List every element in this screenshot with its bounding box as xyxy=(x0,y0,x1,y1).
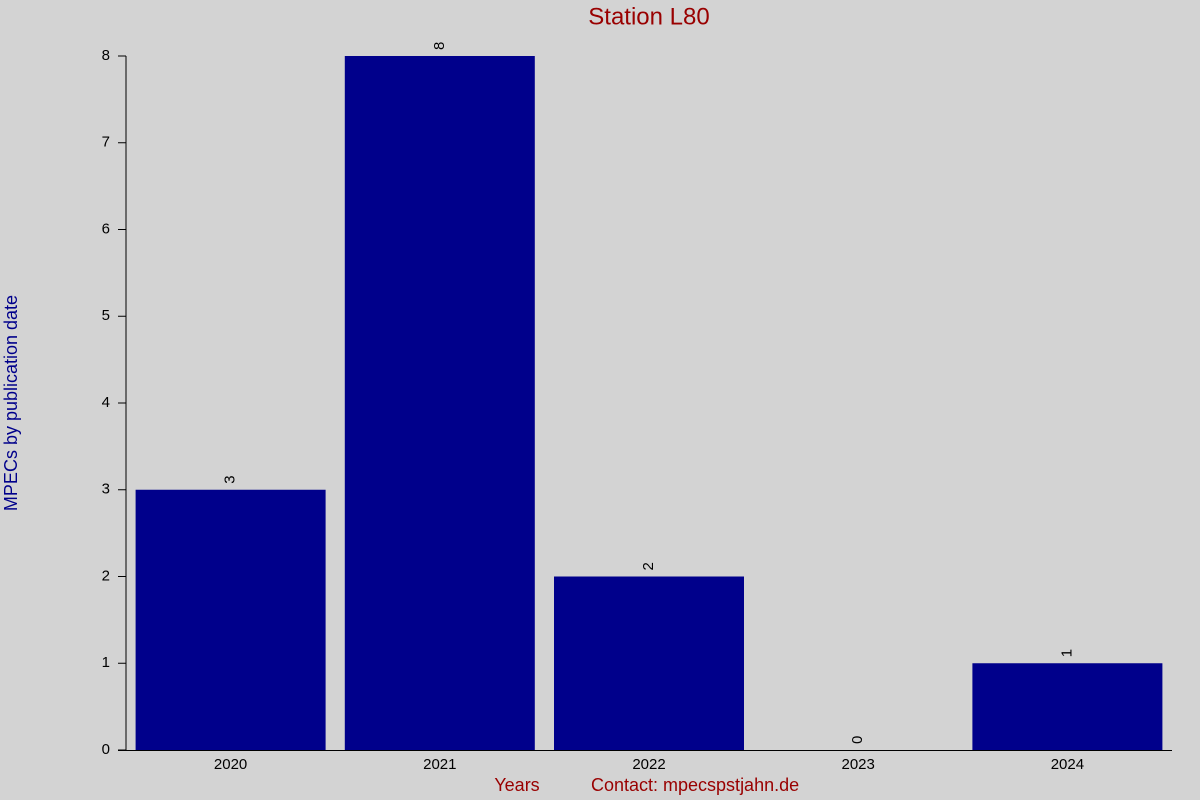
y-tick-label: 3 xyxy=(102,481,110,498)
y-tick-label: 1 xyxy=(102,654,110,671)
bar xyxy=(554,576,744,750)
y-tick-label: 5 xyxy=(102,307,110,324)
data-label: 2 xyxy=(640,562,657,570)
y-tick-label: 2 xyxy=(102,567,110,584)
y-tick-label: 0 xyxy=(102,741,110,758)
y-axis-title: MPECs by publication date xyxy=(1,295,21,511)
data-label: 8 xyxy=(431,42,448,50)
x-tick-label: 2024 xyxy=(1051,756,1084,773)
x-tick-label: 2020 xyxy=(214,756,247,773)
bar xyxy=(344,56,535,750)
data-label: 0 xyxy=(849,736,866,744)
contact-note: Contact: mpecspstjahn.de xyxy=(591,775,799,795)
x-tick-label: 2021 xyxy=(423,756,456,773)
y-tick-label: 4 xyxy=(102,394,110,411)
x-axis-title: Years xyxy=(494,775,539,795)
bar xyxy=(972,663,1163,750)
bar xyxy=(135,489,326,750)
x-tick-label: 2022 xyxy=(632,756,665,773)
chart-title: Station L80 xyxy=(588,3,709,30)
data-label: 3 xyxy=(222,475,239,483)
data-label: 1 xyxy=(1058,649,1075,657)
y-tick-label: 8 xyxy=(102,47,110,64)
x-tick-label: 2023 xyxy=(842,756,875,773)
y-tick-label: 7 xyxy=(102,134,110,151)
y-tick-label: 6 xyxy=(102,220,110,237)
